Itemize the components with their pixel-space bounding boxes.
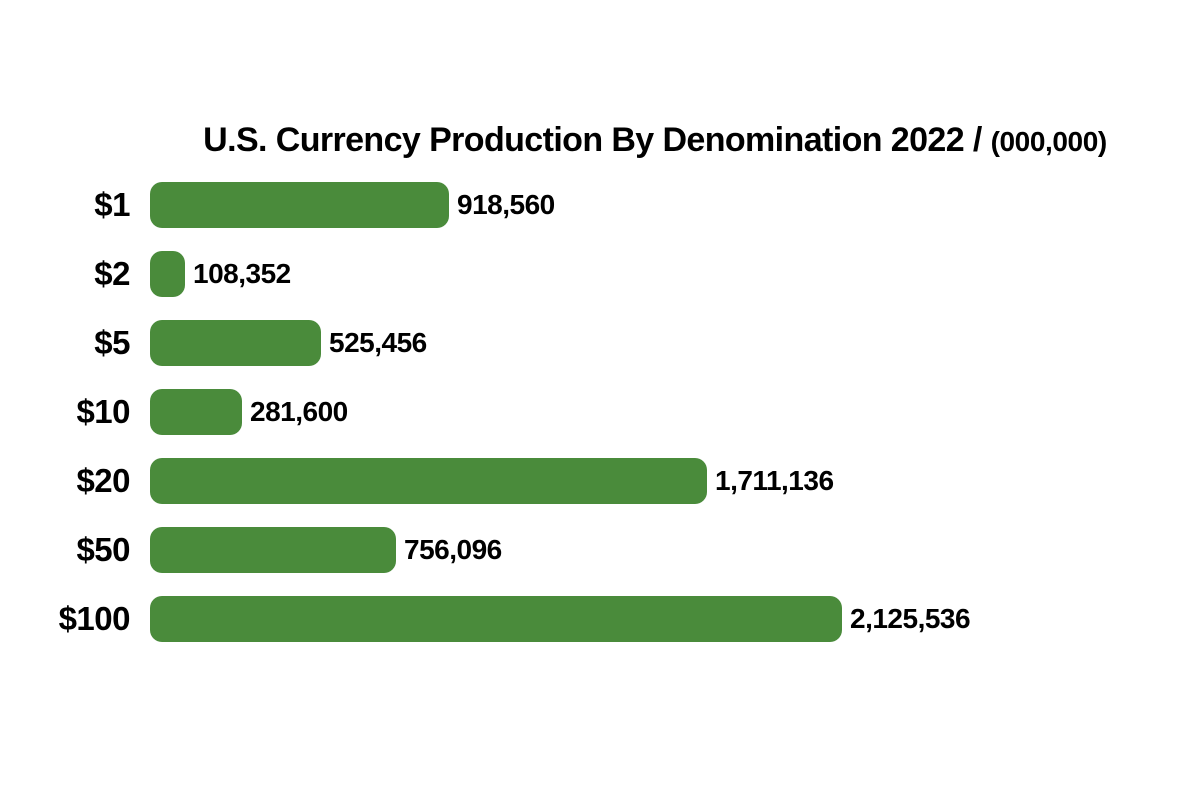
chart-row: $2 108,352	[20, 251, 1160, 297]
category-label: $2	[94, 255, 130, 292]
chart-row: $100 2,125,536	[20, 596, 1160, 642]
bar	[150, 596, 842, 642]
bar	[150, 527, 396, 573]
value-label: 1,711,136	[715, 465, 834, 496]
chart-title: U.S. Currency Production By Denomination…	[20, 118, 1160, 164]
category-label: $50	[76, 531, 130, 568]
value-label: 108,352	[193, 258, 291, 289]
category-label: $10	[76, 393, 130, 430]
bar	[150, 251, 185, 297]
chart-row: $1 918,560	[20, 182, 1160, 228]
chart-row: $50 756,096	[20, 527, 1160, 573]
value-label: 281,600	[250, 396, 348, 427]
value-label: 525,456	[329, 327, 427, 358]
chart-title-units: (000,000)	[990, 126, 1108, 157]
category-label: $100	[58, 600, 131, 637]
chart-row: $5 525,456	[20, 320, 1160, 366]
category-label: $1	[94, 186, 130, 223]
chart-title-main: U.S. Currency Production By Denomination…	[203, 121, 982, 159]
bar	[150, 389, 242, 435]
category-label: $20	[76, 462, 130, 499]
value-label: 2,125,536	[850, 603, 971, 634]
chart-row: $20 1,711,136	[20, 458, 1160, 504]
bar	[150, 320, 321, 366]
bar	[150, 182, 449, 228]
chart-rows: $1 918,560 $2 108,352 $5 525,456 $10 281…	[20, 182, 1160, 642]
category-label: $5	[94, 324, 130, 361]
value-label: 756,096	[404, 534, 502, 565]
chart-row: $10 281,600	[20, 389, 1160, 435]
bar-chart: U.S. Currency Production By Denomination…	[20, 118, 1160, 642]
bar	[150, 458, 707, 504]
value-label: 918,560	[457, 189, 555, 220]
